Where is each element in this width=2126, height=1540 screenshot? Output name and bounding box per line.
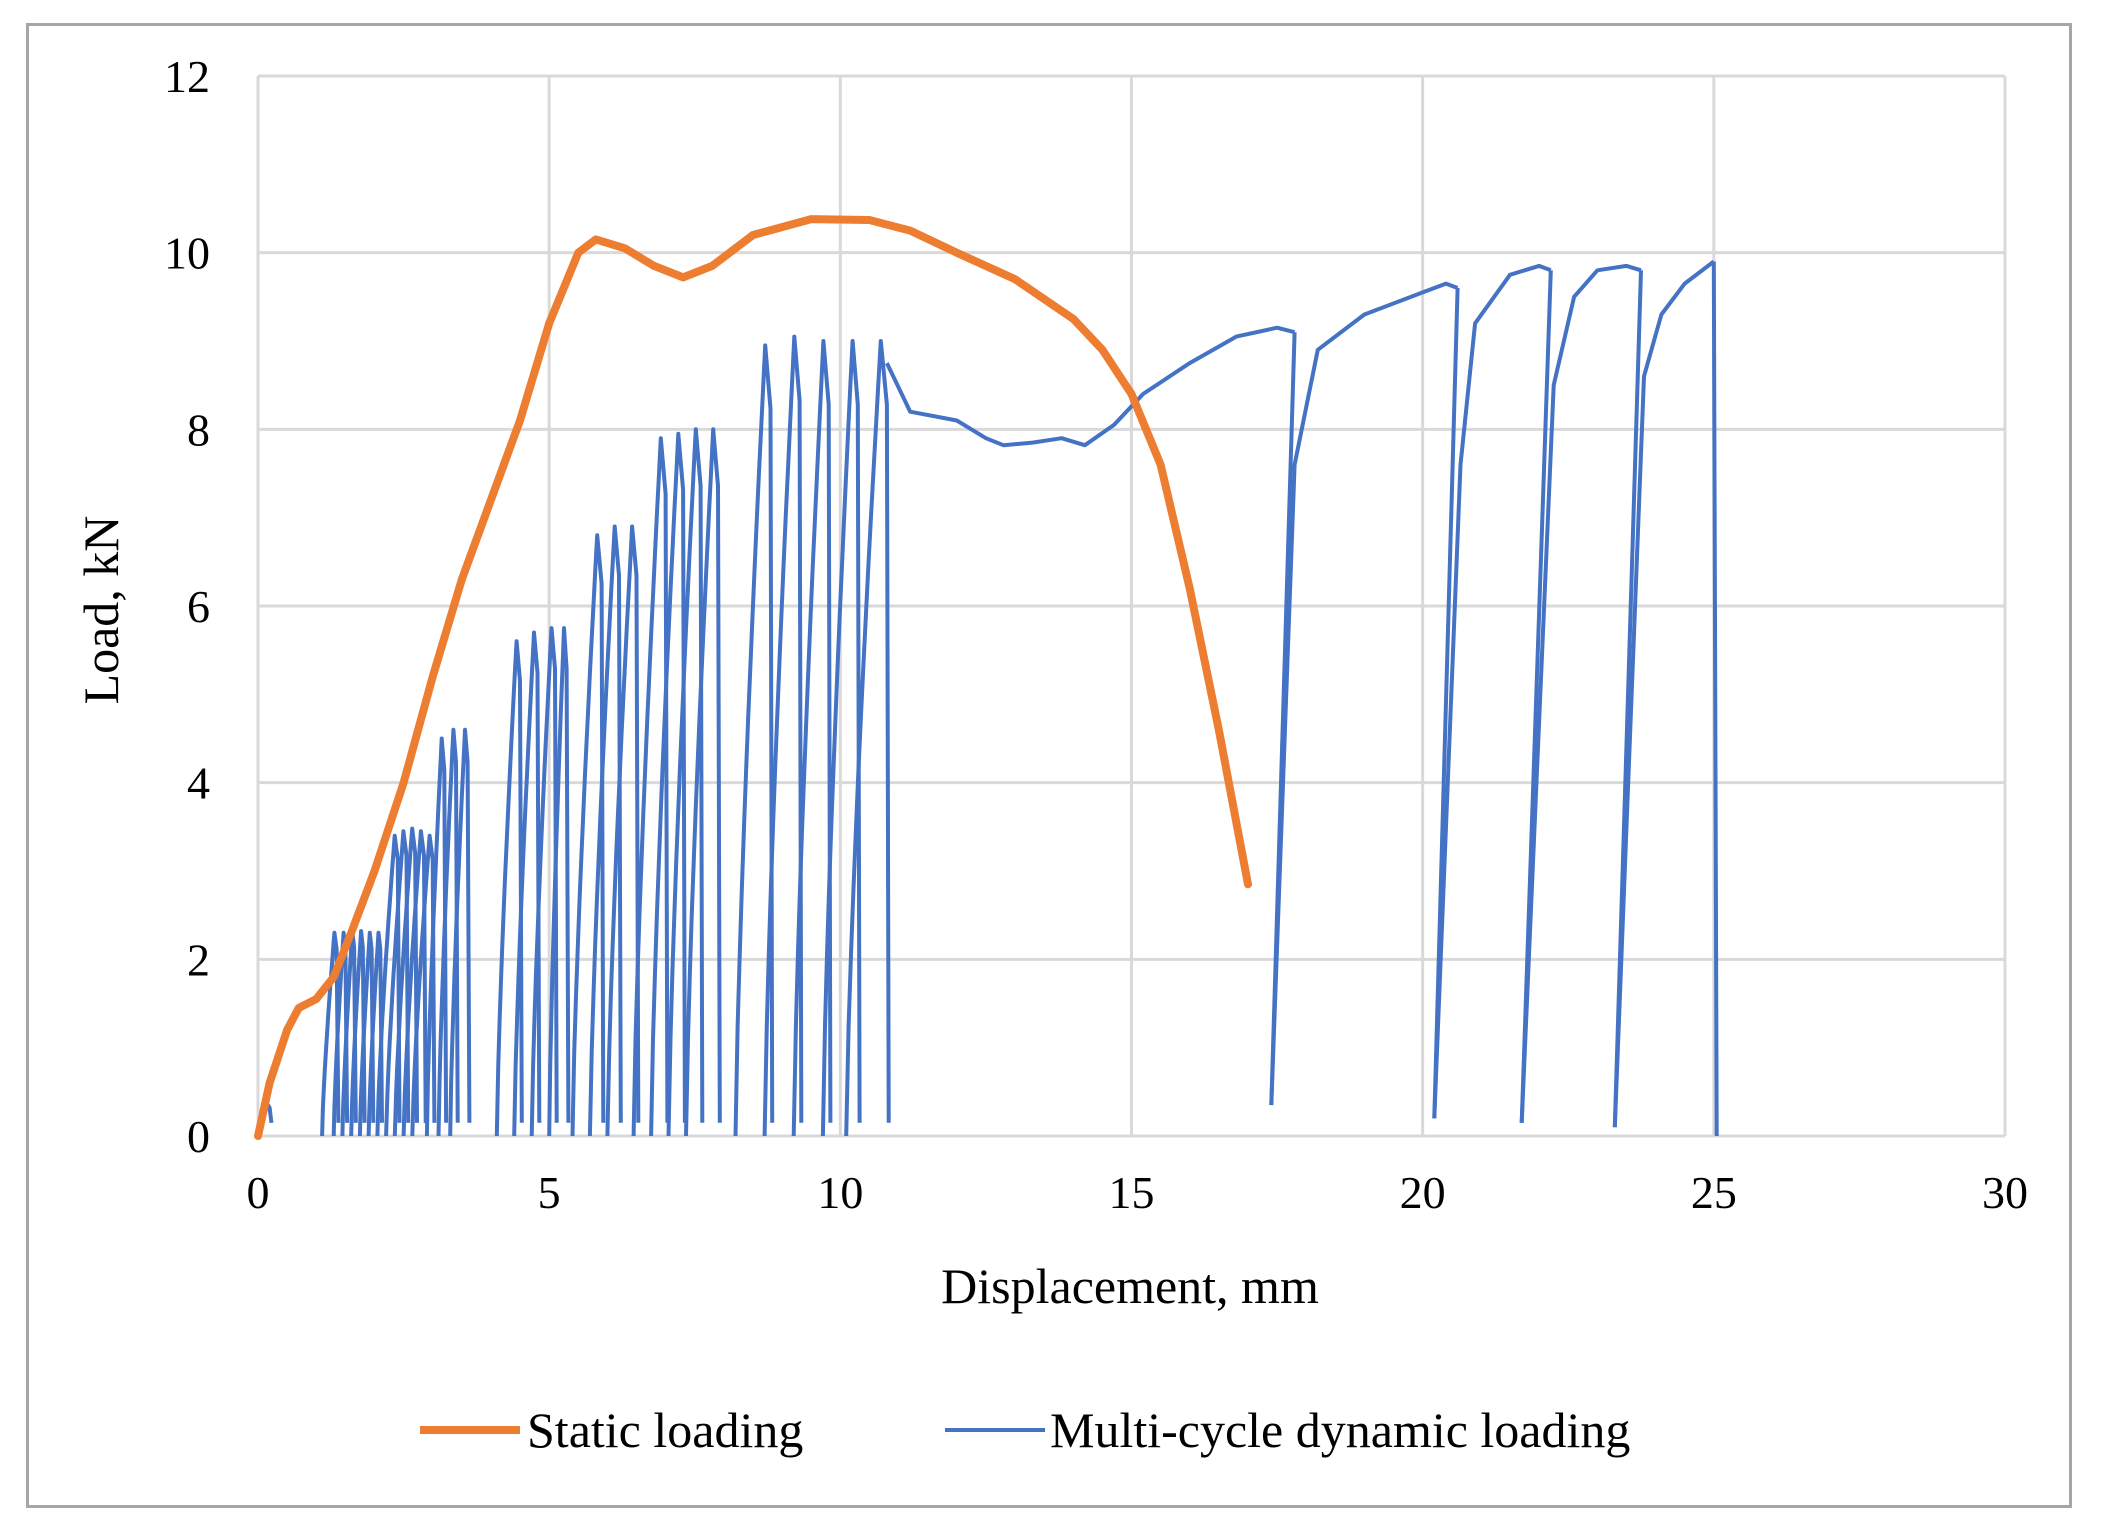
y-tick-label: 2 <box>187 934 210 985</box>
grid-lines <box>256 74 2007 1138</box>
x-tick-label: 30 <box>1982 1167 2028 1218</box>
dynamic-cycle-20 <box>570 533 606 1137</box>
dynamic-cycle-5 <box>349 929 367 1137</box>
y-tick-label: 0 <box>187 1111 210 1162</box>
y-tick-labels: 0 2 4 6 8 10 12 <box>164 51 210 1162</box>
legend-label-static: Static loading <box>527 1402 803 1458</box>
dynamic-cycle-29 <box>791 339 833 1137</box>
dynamic-cycle-2 <box>320 930 341 1137</box>
dynamic-cycle-19 <box>547 626 571 1137</box>
x-tick-labels: 0 5 10 15 20 25 30 <box>247 1167 2029 1218</box>
dynamic-cycle-6 <box>357 930 376 1137</box>
static-loading-line <box>254 215 1252 1140</box>
y-tick-label: 6 <box>187 581 210 632</box>
dynamic-cycle-8 <box>375 833 402 1137</box>
dynamic-cycle-24 <box>649 431 687 1137</box>
dynamic-late-cycle-3 <box>1519 263 1642 1123</box>
dynamic-cycle-18 <box>529 626 559 1137</box>
x-tick-label: 0 <box>247 1167 270 1218</box>
dynamic-cycle-12 <box>410 833 437 1137</box>
legend-label-dynamic: Multi-cycle dynamic loading <box>1050 1402 1630 1458</box>
series-lines <box>254 215 1719 1140</box>
x-tick-label: 20 <box>1400 1167 1446 1218</box>
x-tick-label: 5 <box>538 1167 561 1218</box>
dynamic-cycle-9 <box>384 829 411 1137</box>
dynamic-cycle-15 <box>448 727 472 1137</box>
chart-frame <box>26 23 2072 1508</box>
dynamic-cycle-17 <box>512 630 542 1137</box>
legend: Static loading Multi-cycle dynamic loadin… <box>420 1402 1630 1458</box>
y-tick-label: 10 <box>164 228 210 279</box>
dynamic-late-cycle-4 <box>1612 259 1716 1128</box>
x-tick-label: 15 <box>1109 1167 1155 1218</box>
x-tick-label: 10 <box>817 1167 863 1218</box>
dynamic-unload-0 <box>1269 332 1297 1106</box>
dynamic-cycle-25 <box>666 427 705 1137</box>
x-tick-label: 25 <box>1691 1167 1737 1218</box>
dynamic-cycle-16 <box>494 639 524 1137</box>
y-tick-label: 8 <box>187 404 210 455</box>
dynamic-late-cycle-2 <box>1432 263 1552 1119</box>
dynamic-cycle-28 <box>762 334 804 1137</box>
y-tick-label: 12 <box>164 51 210 102</box>
dynamic-cycle-23 <box>631 436 670 1137</box>
x-axis-title: Displacement, mm <box>941 1258 1319 1314</box>
dynamic-cycle-3 <box>331 930 350 1137</box>
dynamic-cycle-13 <box>424 736 449 1137</box>
dynamic-cycle-27 <box>733 343 775 1137</box>
dynamic-late-cycle-1 <box>1269 281 1459 1106</box>
dynamic-cycle-14 <box>436 727 460 1137</box>
y-axis-title: Load, kN <box>73 516 129 705</box>
dynamic-unload-4 <box>1711 261 1719 1137</box>
dynamic-cycle-30 <box>820 339 862 1137</box>
dynamic-cycle-7 <box>366 930 384 1137</box>
dynamic-cycle-10 <box>392 826 419 1137</box>
dynamic-cycle-11 <box>401 829 428 1137</box>
dynamic-cycle-22 <box>605 524 641 1137</box>
dynamic-plateau <box>885 325 1296 448</box>
dynamic-cycle-26 <box>684 427 722 1137</box>
y-tick-label: 4 <box>187 758 210 809</box>
dynamic-cycle-31 <box>844 339 891 1137</box>
dynamic-cycle-21 <box>587 524 623 1137</box>
